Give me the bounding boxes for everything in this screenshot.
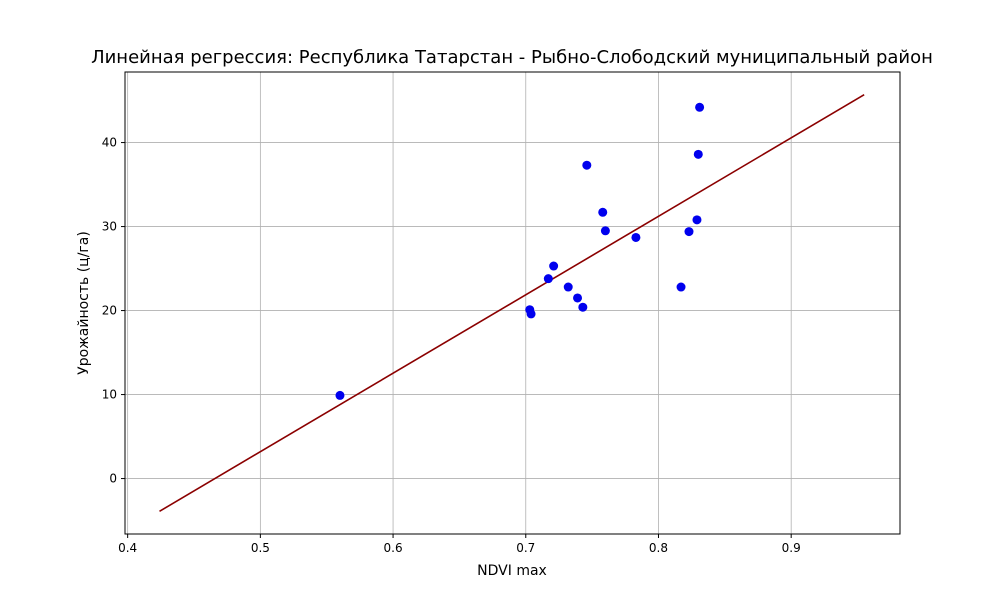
data-point <box>543 274 553 284</box>
data-point <box>573 293 583 303</box>
regression-line-layer <box>159 93 865 513</box>
data-point <box>692 215 702 225</box>
data-point <box>600 226 610 236</box>
data-point <box>684 227 694 237</box>
x-tick-label: 0.8 <box>649 541 668 555</box>
scatter-points <box>335 102 705 400</box>
plot-frame <box>124 71 901 535</box>
x-tick-label: 0.7 <box>516 541 535 555</box>
data-point <box>549 261 559 271</box>
axis-ticks: 0.4 0.5 0.6 0.7 0.8 0.9 0 10 20 30 40 <box>102 136 801 555</box>
data-point <box>526 309 536 319</box>
data-point <box>582 160 592 170</box>
y-tick-label: 40 <box>102 136 117 150</box>
x-tick-label: 0.5 <box>251 541 270 555</box>
y-tick-label: 30 <box>102 220 117 234</box>
x-axis-label: NDVI max <box>477 563 547 579</box>
regression-line <box>159 93 865 513</box>
x-tick-label: 0.4 <box>118 541 137 555</box>
data-point <box>563 282 573 292</box>
data-point <box>693 149 703 159</box>
data-point <box>335 390 345 400</box>
data-point <box>695 102 705 112</box>
x-tick-label: 0.9 <box>782 541 801 555</box>
y-tick-label: 20 <box>102 304 117 318</box>
x-tick-label: 0.6 <box>384 541 403 555</box>
y-tick-label: 0 <box>109 472 117 486</box>
data-point <box>631 232 641 242</box>
y-axis-label: Урожайность (ц/га) <box>76 231 92 375</box>
data-point <box>598 207 608 217</box>
data-point <box>676 282 686 292</box>
y-tick-label: 10 <box>102 388 117 402</box>
data-point <box>578 302 588 312</box>
chart-title: Линейная регрессия: Республика Татарстан… <box>91 47 933 68</box>
grid <box>125 72 900 534</box>
